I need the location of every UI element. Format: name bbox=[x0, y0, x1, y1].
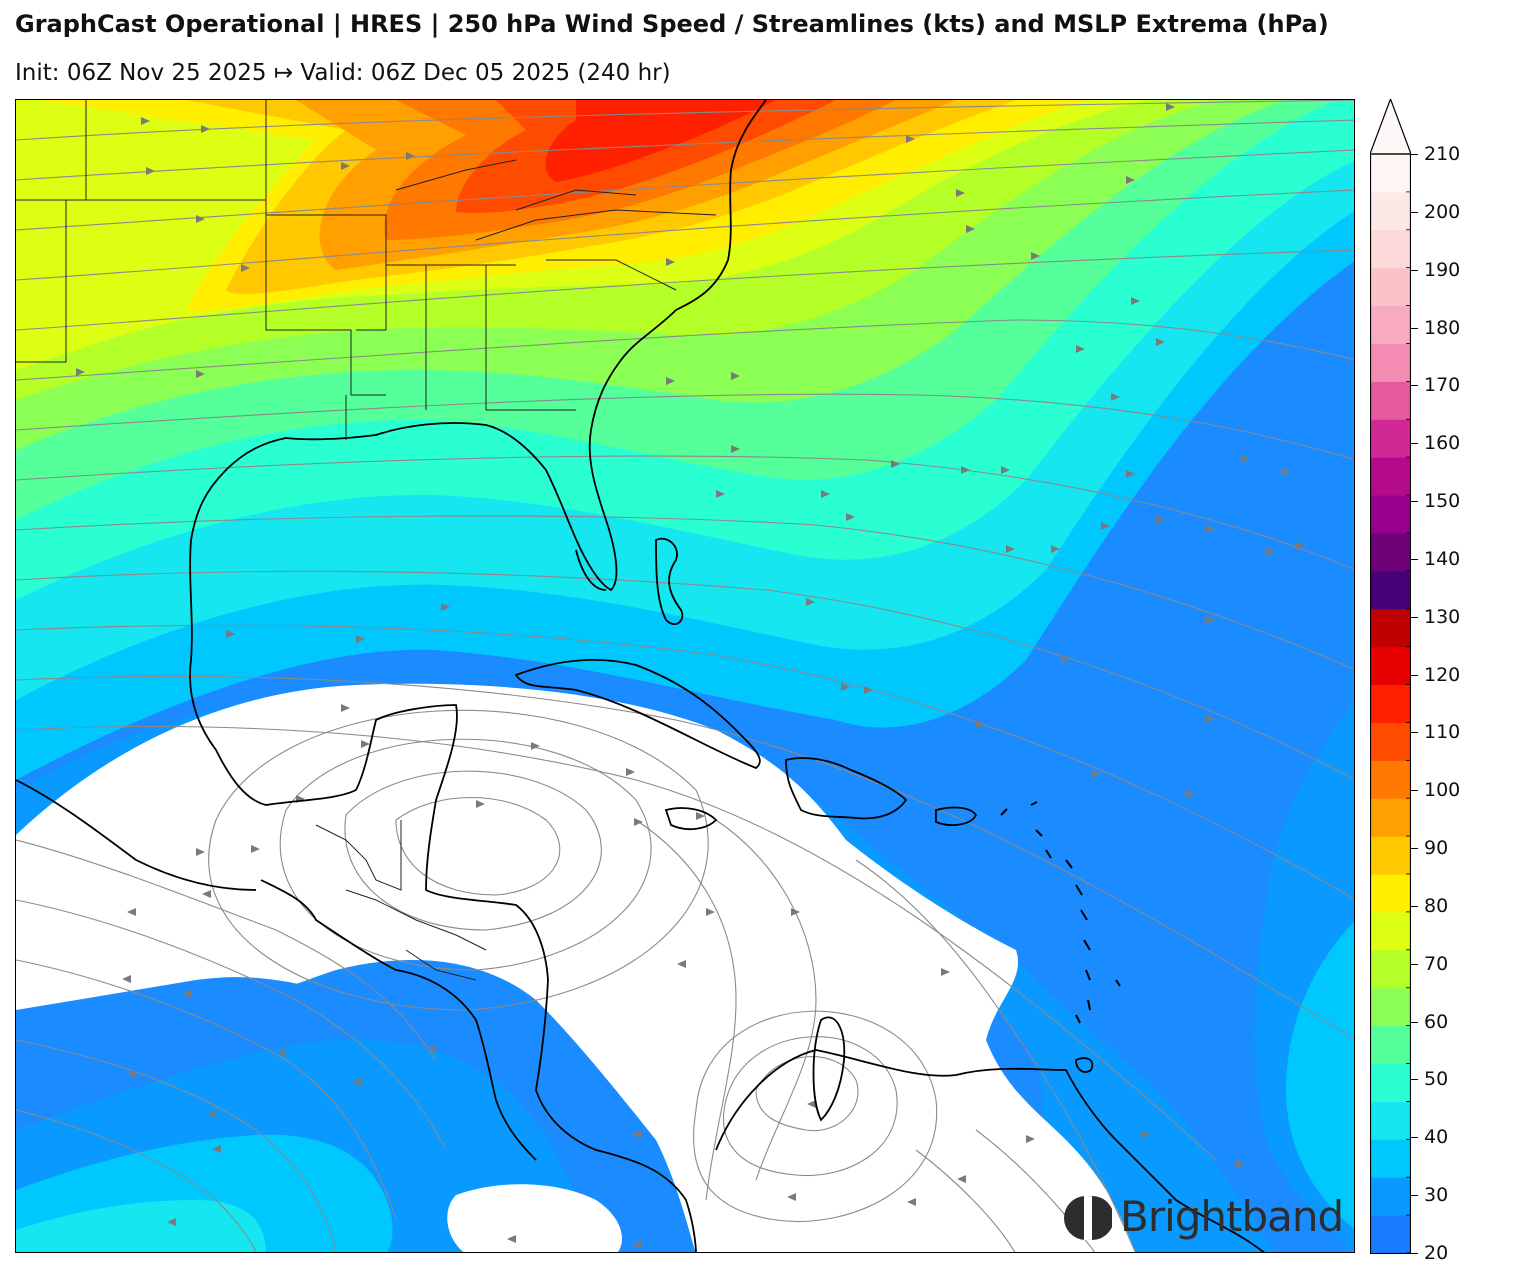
colorbar-swatch bbox=[1370, 949, 1411, 989]
colorbar-tick bbox=[1411, 385, 1418, 387]
colorbar-tick bbox=[1411, 1079, 1418, 1081]
colorbar-swatch bbox=[1370, 798, 1411, 837]
colorbar-tick bbox=[1411, 269, 1418, 271]
logo-mark-icon bbox=[1064, 1196, 1112, 1240]
state-borders bbox=[16, 100, 717, 981]
colorbar-tick-label: 40 bbox=[1424, 1126, 1449, 1149]
colorbar-swatch bbox=[1370, 608, 1411, 648]
brightband-logo: Brightband bbox=[1060, 1192, 1350, 1248]
colorbar-swatch bbox=[1370, 191, 1411, 231]
chart-title: GraphCast Operational | HRES | 250 hPa W… bbox=[15, 10, 1329, 38]
colorbar-swatch bbox=[1370, 532, 1411, 572]
colorbar-tick bbox=[1411, 1137, 1418, 1139]
colorbar-tick-label: 180 bbox=[1424, 316, 1461, 339]
colorbar-tick-label: 130 bbox=[1424, 605, 1461, 628]
colorbar-tick-label: 170 bbox=[1424, 374, 1461, 397]
colorbar-tick-label: 30 bbox=[1424, 1184, 1449, 1207]
colorbar-tick-label: 150 bbox=[1424, 490, 1461, 513]
colorbar-tick-label: 210 bbox=[1424, 143, 1461, 165]
colorbar-swatch bbox=[1370, 1025, 1411, 1065]
colorbar-tick-label: 90 bbox=[1424, 837, 1449, 860]
colorbar-tick-label: 100 bbox=[1424, 779, 1461, 802]
colorbar-tick bbox=[1411, 327, 1418, 329]
colorbar-swatch bbox=[1370, 381, 1411, 420]
colorbar-tick bbox=[1411, 443, 1418, 445]
colorbar-swatch bbox=[1370, 836, 1411, 875]
colorbar-tick-label: 200 bbox=[1424, 200, 1461, 223]
colorbar-tick-label: 70 bbox=[1424, 952, 1449, 975]
colorbar-tick bbox=[1411, 501, 1418, 503]
streamlines bbox=[16, 100, 1354, 1252]
colorbar-swatch bbox=[1370, 495, 1411, 534]
colorbar-swatch bbox=[1370, 457, 1411, 496]
colorbar-swatch bbox=[1370, 646, 1411, 686]
colorbar-swatch bbox=[1370, 1139, 1411, 1178]
colorbar-tick-label: 120 bbox=[1424, 663, 1461, 686]
colorbar-tick-label: 160 bbox=[1424, 432, 1461, 455]
lesser-antilles bbox=[1000, 801, 1121, 1024]
coastlines bbox=[16, 100, 1265, 1252]
colorbar-swatch bbox=[1370, 1101, 1411, 1140]
colorbar-tick bbox=[1411, 732, 1418, 734]
colorbar-swatch bbox=[1370, 684, 1411, 723]
colorbar-swatch bbox=[1370, 229, 1411, 269]
colorbar-tick bbox=[1411, 963, 1418, 965]
colorbar-swatch bbox=[1370, 305, 1411, 344]
colorbar-tick bbox=[1411, 211, 1418, 213]
colorbar-tick bbox=[1411, 616, 1418, 618]
colorbar-swatch bbox=[1370, 1063, 1411, 1102]
chart-subtitle: Init: 06Z Nov 25 2025 ↦ Valid: 06Z Dec 0… bbox=[15, 60, 671, 86]
colorbar-swatch bbox=[1370, 874, 1411, 913]
colorbar-tick bbox=[1411, 1253, 1418, 1254]
colorbar-tick-label: 110 bbox=[1424, 721, 1461, 744]
colorbar-tick-label: 140 bbox=[1424, 547, 1461, 570]
colorbar-tick bbox=[1411, 848, 1418, 850]
colorbar-tick bbox=[1411, 905, 1418, 907]
colorbar-swatch bbox=[1370, 760, 1411, 799]
colorbar-swatch bbox=[1370, 1215, 1411, 1254]
colorbar-swatch bbox=[1370, 570, 1411, 610]
colorbar-swatch bbox=[1370, 911, 1411, 951]
logo-text: Brightband bbox=[1120, 1192, 1344, 1241]
colorbar-swatch bbox=[1370, 987, 1411, 1027]
colorbar-tick bbox=[1411, 558, 1418, 560]
colorbar-tick bbox=[1411, 154, 1418, 155]
colorbar-swatch bbox=[1370, 343, 1411, 382]
colorbar-tick-label: 190 bbox=[1424, 258, 1461, 281]
colorbar-tick bbox=[1411, 674, 1418, 676]
wind-speed-map bbox=[15, 99, 1355, 1253]
colorbar-tick bbox=[1411, 1195, 1418, 1197]
colorbar-swatch bbox=[1370, 154, 1411, 193]
colorbar-swatch bbox=[1370, 267, 1411, 307]
map-canvas bbox=[16, 100, 1354, 1252]
colorbar-tick bbox=[1411, 790, 1418, 792]
colorbar-swatch bbox=[1370, 419, 1411, 458]
colorbar bbox=[1370, 99, 1411, 1254]
colorbar-tick-label: 50 bbox=[1424, 1068, 1449, 1091]
colorbar-swatch bbox=[1370, 1177, 1411, 1216]
colorbar-tick bbox=[1411, 1021, 1418, 1023]
colorbar-swatch bbox=[1370, 722, 1411, 761]
colorbar-tick-label: 20 bbox=[1424, 1242, 1449, 1264]
colorbar-tick-label: 60 bbox=[1424, 1010, 1449, 1033]
colorbar-tick-label: 80 bbox=[1424, 894, 1449, 917]
